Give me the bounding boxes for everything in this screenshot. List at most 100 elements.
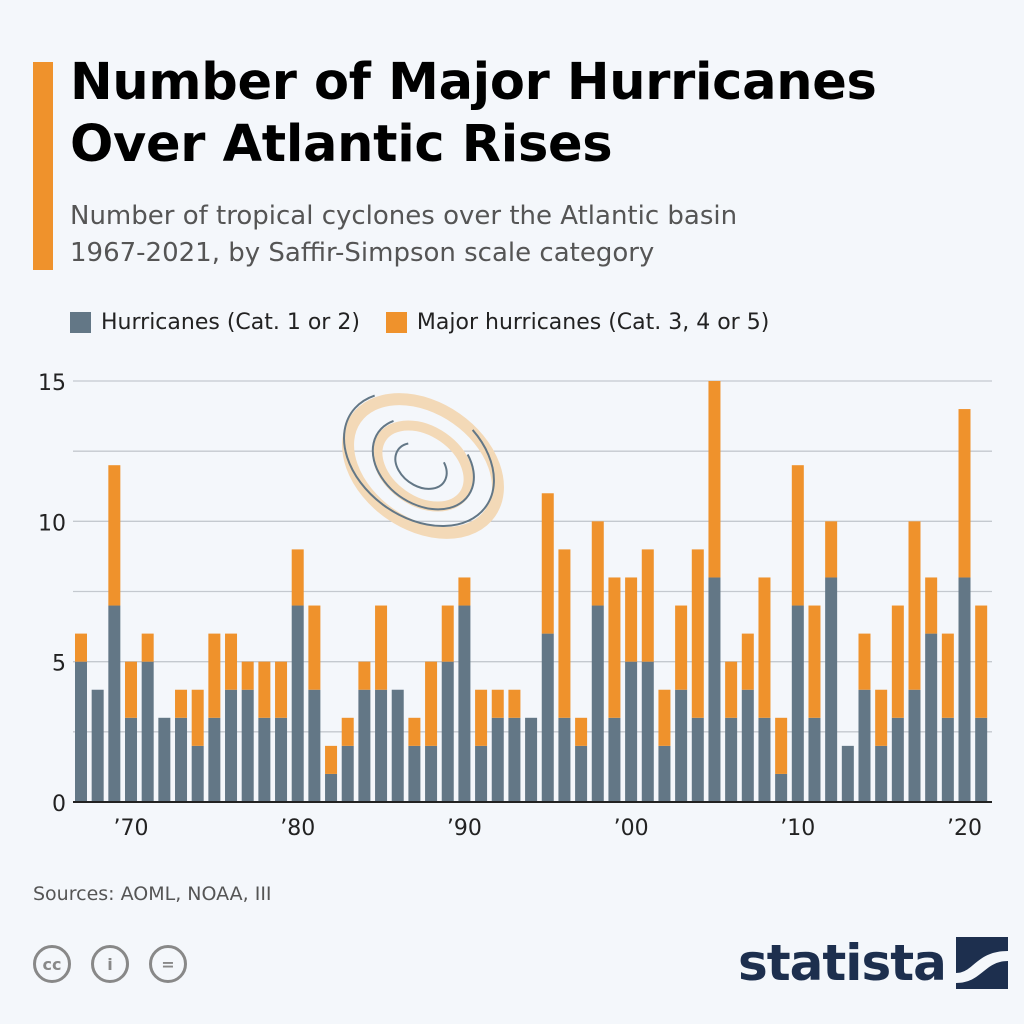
- bar-hurricanes-1982: [325, 773, 338, 802]
- x-axis-ticks: ’70 ’80 ’90 ’00 ’10 ’20: [114, 816, 983, 840]
- bar-hurricanes-1994: [525, 717, 538, 802]
- bar-major-2004: [691, 549, 704, 718]
- bar-major-1974: [191, 689, 204, 746]
- bar-hurricanes-2007: [741, 689, 754, 802]
- bar-hurricanes-1981: [308, 689, 321, 802]
- bar-major-1991: [475, 689, 488, 746]
- bar-hurricanes-2020: [958, 577, 971, 802]
- creative-commons-icon[interactable]: cc: [33, 945, 71, 983]
- bar-hurricanes-1987: [408, 745, 421, 802]
- bar-major-2009: [775, 717, 788, 774]
- bar-hurricanes-2012: [825, 577, 838, 802]
- bar-hurricanes-1976: [225, 689, 238, 802]
- bar-major-2021: [975, 605, 988, 718]
- chart-title: Number of Major Hurricanes Over Atlantic…: [70, 53, 877, 174]
- bar-hurricanes-1996: [558, 717, 571, 802]
- bar-major-2016: [891, 605, 904, 718]
- bar-hurricanes-2021: [975, 717, 988, 802]
- bar-major-1973: [175, 689, 188, 718]
- bar-major-1990: [458, 577, 471, 606]
- bar-hurricanes-1968: [91, 689, 104, 802]
- bar-major-2002: [658, 689, 671, 746]
- y-axis-ticks: 0 5 10 15: [38, 371, 66, 817]
- statista-logo-icon: [955, 937, 1008, 989]
- bar-major-2020: [958, 409, 971, 578]
- bar-hurricanes-1991: [475, 745, 488, 802]
- bar-major-1978: [258, 661, 271, 718]
- bar-hurricanes-2016: [891, 717, 904, 802]
- bar-major-1997: [575, 717, 588, 746]
- bar-major-2019: [941, 633, 954, 718]
- bar-hurricanes-1983: [341, 745, 354, 802]
- bar-hurricanes-2005: [708, 577, 721, 802]
- bar-major-2014: [858, 633, 871, 690]
- attribution-icon[interactable]: i: [91, 945, 129, 983]
- bar-major-1969: [108, 465, 121, 606]
- hurricane-icon: [342, 393, 504, 539]
- bar-hurricanes-1988: [425, 745, 438, 802]
- legend-item-hurricanes: Hurricanes (Cat. 1 or 2): [70, 310, 360, 335]
- bar-hurricanes-1973: [175, 717, 188, 802]
- bar-hurricanes-1974: [191, 745, 204, 802]
- legend-swatch-hurricanes: [70, 312, 91, 333]
- bar-major-2015: [875, 689, 888, 746]
- y-tick-label: 5: [52, 652, 66, 677]
- bar-major-1995: [541, 493, 554, 634]
- bar-major-2012: [825, 521, 838, 578]
- bar-major-2017: [908, 521, 921, 690]
- bar-hurricanes-1977: [241, 689, 254, 802]
- x-tick-label: ’90: [447, 816, 482, 840]
- statista-logo[interactable]: statista: [738, 934, 1008, 992]
- bar-major-2000: [625, 577, 638, 662]
- bar-hurricanes-1995: [541, 633, 554, 802]
- bar-hurricanes-1985: [375, 689, 388, 802]
- bar-hurricanes-1992: [491, 717, 504, 802]
- bar-hurricanes-1998: [591, 605, 604, 802]
- bar-hurricanes-1975: [208, 717, 221, 802]
- bar-major-2003: [675, 605, 688, 690]
- x-tick-label: ’00: [614, 816, 649, 840]
- bar-hurricanes-1971: [141, 661, 154, 802]
- bar-major-1975: [208, 633, 221, 718]
- source-note: Sources: AOML, NOAA, III: [33, 883, 272, 905]
- no-derivatives-icon[interactable]: =: [149, 945, 187, 983]
- x-tick-label: ’10: [780, 816, 815, 840]
- bar-hurricanes-1978: [258, 717, 271, 802]
- bar-major-2008: [758, 577, 771, 718]
- bar-major-1988: [425, 661, 438, 746]
- bar-hurricanes-1972: [158, 717, 171, 802]
- bar-major-2011: [808, 605, 821, 718]
- bar-major-1998: [591, 521, 604, 606]
- bar-major-1989: [441, 605, 454, 662]
- bar-major-2005: [708, 381, 721, 578]
- x-tick-label: ’80: [280, 816, 315, 840]
- bar-major-1967: [75, 633, 87, 662]
- bar-major-2007: [741, 633, 754, 690]
- bar-hurricanes-2018: [925, 633, 938, 802]
- bar-hurricanes-1990: [458, 605, 471, 802]
- legend-swatch-major: [385, 312, 407, 333]
- bar-major-1985: [375, 605, 388, 690]
- bar-hurricanes-2009: [775, 773, 788, 802]
- bar-hurricanes-1967: [75, 661, 87, 802]
- bar-major-1970: [125, 661, 138, 718]
- bar-major-1981: [308, 605, 321, 690]
- bar-hurricanes-2008: [758, 717, 771, 802]
- bar-hurricanes-2004: [691, 717, 704, 802]
- bar-major-1987: [408, 717, 421, 746]
- bar-hurricanes-2011: [808, 717, 821, 802]
- bar-hurricanes-1970: [125, 717, 138, 802]
- bar-major-2001: [641, 549, 654, 662]
- bar-hurricanes-1999: [608, 717, 621, 802]
- bar-hurricanes-2003: [675, 689, 688, 802]
- subtitle-line-2: 1967-2021, by Saffir-Simpson scale categ…: [70, 238, 655, 268]
- bar-hurricanes-2001: [641, 661, 654, 802]
- bar-major-2010: [791, 465, 804, 606]
- bar-hurricanes-1979: [275, 717, 288, 802]
- legend-label-hurricanes: Hurricanes (Cat. 1 or 2): [101, 310, 360, 335]
- bar-chart: 0 5 10 15 ’70 ’80 ’90 ’00 ’10 ’20: [38, 371, 992, 840]
- chart-subtitle: Number of tropical cyclones over the Atl…: [70, 198, 737, 272]
- subtitle-line-1: Number of tropical cyclones over the Atl…: [70, 201, 738, 231]
- legend: Hurricanes (Cat. 1 or 2) Major hurricane…: [70, 310, 769, 335]
